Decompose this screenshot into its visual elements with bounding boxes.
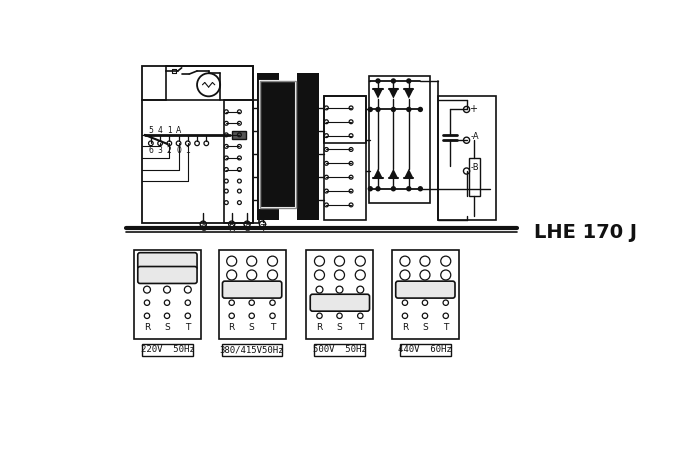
Text: A: A xyxy=(176,126,181,135)
Text: S: S xyxy=(337,323,342,332)
Text: +: + xyxy=(469,104,477,114)
Circle shape xyxy=(317,300,322,306)
Circle shape xyxy=(368,186,373,191)
Bar xyxy=(134,250,201,339)
Bar xyxy=(142,343,193,356)
Text: -B: -B xyxy=(470,163,479,172)
Bar xyxy=(260,81,295,208)
Circle shape xyxy=(368,107,373,112)
Text: 500V  50Hz: 500V 50Hz xyxy=(313,345,367,354)
Bar xyxy=(141,66,253,223)
Text: T: T xyxy=(185,323,190,332)
Circle shape xyxy=(142,256,152,266)
Circle shape xyxy=(228,286,235,293)
Text: 220V  50Hz: 220V 50Hz xyxy=(141,345,195,354)
Circle shape xyxy=(248,286,256,293)
FancyBboxPatch shape xyxy=(138,252,197,270)
Bar xyxy=(400,343,451,356)
Circle shape xyxy=(406,186,412,191)
Text: 440V  60Hz: 440V 60Hz xyxy=(398,345,452,354)
Circle shape xyxy=(406,107,412,112)
Circle shape xyxy=(142,270,152,280)
Circle shape xyxy=(406,78,412,84)
Text: S: S xyxy=(422,323,428,332)
Text: S: S xyxy=(164,323,170,332)
FancyBboxPatch shape xyxy=(395,281,455,298)
Circle shape xyxy=(183,270,193,280)
Polygon shape xyxy=(404,169,414,178)
Polygon shape xyxy=(404,90,414,99)
Text: 0: 0 xyxy=(176,146,181,155)
Text: 380/415V50Hz: 380/415V50Hz xyxy=(220,345,284,354)
Bar xyxy=(218,250,286,339)
Bar xyxy=(369,76,430,202)
Text: R: R xyxy=(316,323,323,332)
Bar xyxy=(257,73,279,220)
Text: T: T xyxy=(358,323,363,332)
Text: T: T xyxy=(443,323,449,332)
Circle shape xyxy=(442,286,449,293)
Text: T: T xyxy=(260,224,265,233)
Text: 5: 5 xyxy=(148,126,153,135)
Text: R: R xyxy=(229,323,234,332)
Polygon shape xyxy=(389,90,398,99)
Text: 2: 2 xyxy=(167,146,172,155)
Text: R: R xyxy=(229,224,234,233)
Text: R: R xyxy=(144,323,150,332)
Circle shape xyxy=(421,286,428,293)
Bar xyxy=(307,250,373,339)
Text: 3: 3 xyxy=(158,146,162,155)
Text: 1: 1 xyxy=(186,146,190,155)
Circle shape xyxy=(337,300,342,306)
Circle shape xyxy=(162,256,172,266)
Circle shape xyxy=(269,286,276,293)
Bar xyxy=(438,96,496,220)
Text: ⊕: ⊕ xyxy=(199,223,207,233)
Circle shape xyxy=(418,107,423,112)
Circle shape xyxy=(375,107,381,112)
Text: S: S xyxy=(248,323,255,332)
Bar xyxy=(324,96,367,220)
Polygon shape xyxy=(373,169,383,178)
Bar xyxy=(297,73,319,220)
Circle shape xyxy=(391,186,396,191)
Bar xyxy=(392,250,459,339)
Text: T: T xyxy=(270,323,275,332)
Text: -A: -A xyxy=(470,132,479,141)
Text: 1: 1 xyxy=(167,126,172,135)
Circle shape xyxy=(391,107,396,112)
FancyBboxPatch shape xyxy=(138,266,197,284)
Circle shape xyxy=(402,286,408,293)
Circle shape xyxy=(375,186,381,191)
Text: R: R xyxy=(402,323,408,332)
Polygon shape xyxy=(389,169,398,178)
Bar xyxy=(469,158,480,197)
Bar xyxy=(232,131,246,139)
Text: 4: 4 xyxy=(158,126,162,135)
FancyBboxPatch shape xyxy=(223,281,281,298)
Circle shape xyxy=(375,78,381,84)
Circle shape xyxy=(183,256,193,266)
Polygon shape xyxy=(373,90,383,99)
Text: 6: 6 xyxy=(148,146,153,155)
Circle shape xyxy=(391,78,396,84)
Circle shape xyxy=(162,270,172,280)
Bar xyxy=(224,100,258,223)
Text: S: S xyxy=(244,224,250,233)
Bar xyxy=(324,96,367,143)
FancyBboxPatch shape xyxy=(310,294,370,311)
Bar xyxy=(314,343,365,356)
Circle shape xyxy=(358,300,363,306)
Bar xyxy=(260,81,295,208)
Circle shape xyxy=(418,186,423,191)
Text: LHE 170 J: LHE 170 J xyxy=(534,223,637,242)
Bar xyxy=(222,343,282,356)
